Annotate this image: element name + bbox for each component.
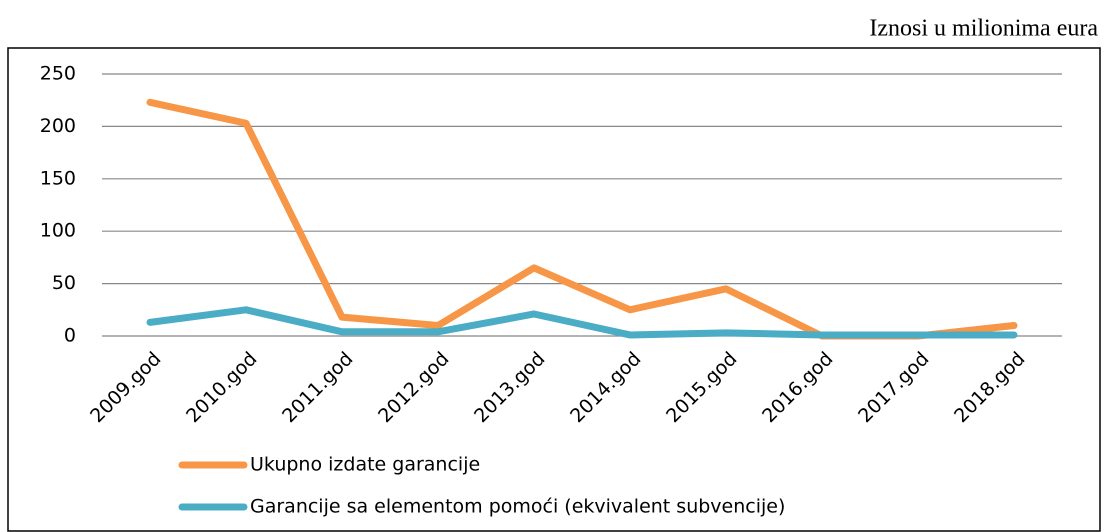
series-line xyxy=(146,306,1018,339)
chart-frame xyxy=(7,47,1101,532)
x-tick-label: 2011.god xyxy=(278,348,357,427)
x-tick-label: 2009.god xyxy=(86,348,165,427)
y-tick-label: 0 xyxy=(64,325,76,347)
y-tick-label: 250 xyxy=(40,63,76,85)
x-tick-label: 2018.god xyxy=(950,348,1029,427)
legend-label: Ukupno izdate garancije xyxy=(250,454,480,476)
y-tick-label: 200 xyxy=(40,115,76,137)
legend-label: Garancije sa elementom pomoći (ekvivalen… xyxy=(250,496,785,518)
y-tick-label: 150 xyxy=(40,167,76,189)
y-tick-label: 100 xyxy=(40,220,76,242)
x-tick-label: 2017.god xyxy=(854,348,933,427)
x-tick-label: 2014.god xyxy=(566,348,645,427)
x-tick-label: 2016.god xyxy=(758,348,837,427)
y-tick-label: 50 xyxy=(52,272,76,294)
x-tick-label: 2010.god xyxy=(182,348,261,427)
series-line xyxy=(146,98,1018,340)
x-tick-label: 2012.god xyxy=(374,348,453,427)
x-tick-label: 2015.god xyxy=(662,348,741,427)
x-tick-label: 2013.god xyxy=(470,348,549,427)
unit-note: Iznosi u milionima eura xyxy=(869,16,1098,42)
